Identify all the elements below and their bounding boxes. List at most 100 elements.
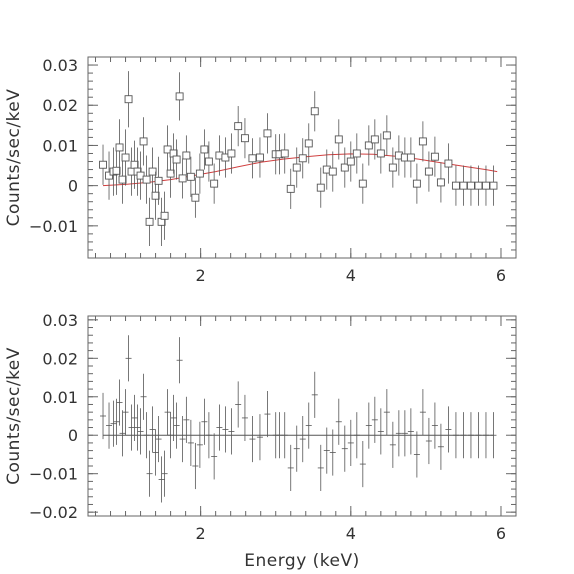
square-marker: [136, 171, 145, 180]
x-tick-label: 4: [346, 266, 356, 285]
residual-point: [389, 421, 396, 468]
square-marker: [148, 167, 157, 176]
data-point: [382, 115, 391, 156]
residual-point: [241, 394, 248, 441]
data-point: [370, 119, 379, 160]
square-marker: [112, 166, 121, 175]
residual-point: [187, 419, 194, 466]
residual-point: [419, 389, 426, 436]
data-point: [204, 141, 213, 182]
data-point: [328, 151, 337, 192]
data-point: [298, 138, 307, 179]
residual-point: [137, 408, 144, 455]
data-point: [304, 123, 313, 164]
data-point: [334, 119, 343, 160]
square-marker: [115, 143, 124, 152]
y-tick-label: −0.01: [29, 217, 78, 236]
data-point: [240, 118, 249, 159]
data-point: [175, 72, 184, 121]
square-marker: [451, 181, 460, 190]
residual-point: [192, 442, 199, 490]
square-marker: [316, 183, 325, 192]
data-point: [186, 156, 195, 197]
residual-point: [256, 414, 263, 461]
square-marker: [178, 174, 187, 183]
residuals-x-tick-labels: 2 4 6: [196, 524, 507, 543]
residual-point: [317, 444, 324, 491]
residual-point: [146, 450, 153, 497]
square-marker: [412, 179, 421, 188]
residual-point: [383, 389, 390, 436]
residual-point: [249, 416, 256, 463]
square-marker: [142, 175, 151, 184]
residuals-y-axis-title: Counts/sec/keV: [4, 347, 24, 485]
square-marker: [160, 211, 169, 220]
data-point: [256, 137, 264, 178]
square-marker: [175, 92, 184, 101]
residual-point: [176, 337, 183, 384]
square-marker: [364, 141, 373, 150]
square-marker: [124, 95, 133, 104]
square-marker: [151, 191, 160, 200]
y-tick-label: 0: [68, 426, 78, 445]
data-point: [210, 163, 219, 204]
square-marker: [482, 181, 490, 190]
square-marker: [191, 193, 200, 202]
data-point: [430, 136, 439, 177]
residual-point: [131, 394, 138, 441]
square-marker: [210, 179, 219, 188]
residual-point: [431, 402, 438, 449]
residual-point: [113, 398, 120, 445]
residual-point: [425, 417, 432, 465]
data-point: [160, 191, 169, 240]
square-marker: [118, 175, 127, 184]
residual-point: [152, 429, 159, 476]
data-point: [136, 151, 145, 200]
square-marker: [459, 181, 468, 190]
data-point: [166, 149, 175, 198]
square-marker: [418, 137, 427, 146]
data-point: [148, 147, 157, 196]
square-marker: [256, 153, 264, 162]
data-point: [364, 125, 373, 166]
residual-point: [222, 406, 229, 453]
square-marker: [248, 154, 257, 163]
x-tick-label: 6: [496, 524, 506, 543]
data-point: [124, 71, 133, 128]
square-marker: [430, 152, 439, 161]
residual-point: [149, 406, 156, 453]
data-point: [310, 91, 319, 132]
residual-point: [143, 412, 150, 459]
square-marker: [304, 139, 313, 148]
data-point: [412, 163, 421, 204]
residual-point: [475, 412, 482, 459]
data-point: [352, 133, 361, 174]
residual-point: [211, 433, 218, 480]
residual-point: [128, 404, 135, 451]
residual-point: [311, 371, 318, 418]
data-point: [400, 137, 409, 178]
residual-point: [100, 392, 107, 440]
residual-point: [452, 412, 459, 459]
spectrum-axis-ticks: [88, 56, 517, 259]
square-marker: [370, 135, 379, 144]
square-marker: [121, 153, 130, 162]
residuals-axis-ticks: [88, 316, 517, 516]
square-marker: [358, 179, 367, 188]
data-point: [394, 135, 403, 176]
residual-point: [365, 402, 372, 449]
x-axis-title: Energy (keV): [244, 551, 360, 571]
square-marker: [200, 145, 209, 154]
square-marker: [328, 167, 337, 176]
residual-point: [359, 441, 366, 488]
square-marker: [263, 129, 272, 138]
spectrum-data-points: [99, 71, 498, 246]
data-point: [163, 125, 172, 174]
square-marker: [234, 122, 243, 131]
residual-point: [161, 450, 168, 497]
residual-point: [401, 410, 408, 457]
residual-point: [482, 412, 489, 459]
residual-point: [293, 425, 300, 472]
data-point: [489, 165, 498, 206]
square-marker: [436, 178, 445, 187]
